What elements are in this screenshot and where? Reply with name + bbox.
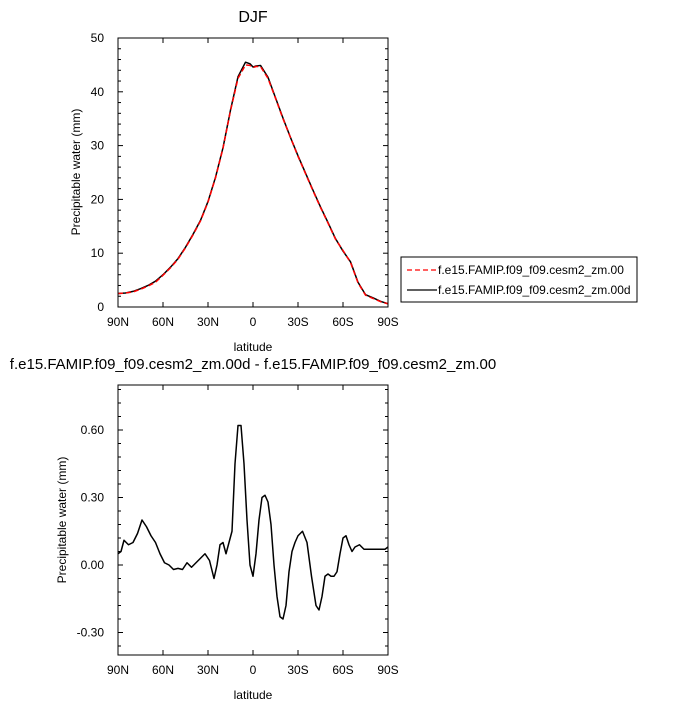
x-tick-label: 90S (377, 663, 398, 677)
series-line-1 (117, 424, 389, 620)
legend-box (400, 256, 638, 303)
top-chart: DJF latitude Precipitable water (mm) 90N… (69, 9, 399, 354)
x-tick-label: 60N (152, 315, 174, 329)
top-chart-ylabel: Precipitable water (mm) (69, 109, 83, 236)
bottom-chart-xlabel: latitude (234, 688, 273, 702)
y-tick-label: 40 (91, 85, 105, 99)
x-tick-label: 30S (287, 663, 308, 677)
legend-label-1: f.e15.FAMIP.f09_f09.cesm2_zm.00 (438, 263, 624, 277)
x-tick-label: 60S (332, 663, 353, 677)
y-tick-label: 30 (91, 139, 105, 153)
bottom-chart-axes: 90N 60N 30N 0 30S 60S 90S -0.30 0.00 0.30 0.60 (77, 385, 399, 677)
x-tick-label: 30N (197, 315, 219, 329)
y-tick-label: 0 (97, 300, 104, 314)
x-tick-label: 30S (287, 315, 308, 329)
top-chart-frame (117, 37, 389, 308)
x-tick-label: 0 (250, 315, 257, 329)
top-chart-title: DJF (238, 9, 268, 26)
y-tick-label: 50 (91, 31, 105, 45)
legend-label-2: f.e15.FAMIP.f09_f09.cesm2_zm.00d (438, 283, 631, 297)
bottom-chart-frame (117, 384, 389, 656)
legend: f.e15.FAMIP.f09_f09.cesm2_zm.00 f.e15.FA… (400, 256, 638, 303)
bottom-chart: f.e15.FAMIP.f09_f09.cesm2_zm.00d - f.e15… (10, 356, 496, 702)
x-tick-label: 0 (250, 663, 257, 677)
y-tick-label: 0.60 (81, 423, 105, 437)
x-tick-label: 90N (107, 315, 129, 329)
x-tick-label: 90N (107, 663, 129, 677)
x-tick-label: 30N (197, 663, 219, 677)
top-chart-xlabel: latitude (234, 340, 273, 354)
y-tick-label: 0.30 (81, 491, 105, 505)
y-tick-label: 10 (91, 246, 105, 260)
y-tick-label: -0.30 (77, 626, 105, 640)
bottom-chart-title: f.e15.FAMIP.f09_f09.cesm2_zm.00d - f.e15… (10, 356, 496, 373)
x-tick-label: 60N (152, 663, 174, 677)
series-line-2 (117, 61, 389, 305)
x-tick-label: 60S (332, 315, 353, 329)
y-tick-label: 0.00 (81, 558, 105, 572)
y-tick-label: 20 (91, 192, 105, 206)
bottom-chart-series (117, 424, 389, 620)
top-chart-series (117, 61, 389, 305)
bottom-chart-ylabel: Precipitable water (mm) (55, 457, 69, 584)
x-tick-label: 90S (377, 315, 398, 329)
series-line-1 (117, 64, 389, 305)
top-chart-axes: 90N 60N 30N 0 30S 60S 90S 0 10 20 30 40 50 (91, 31, 399, 329)
